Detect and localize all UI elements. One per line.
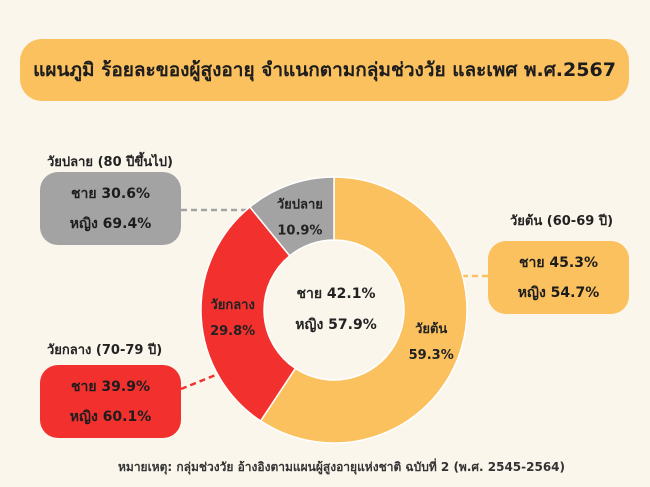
slice-value-label-late: 10.9%: [277, 223, 322, 238]
late-female-text: หญิง 69.4%: [69, 215, 152, 232]
late-gender-box: ชาย 30.6% หญิง 69.4%: [40, 172, 181, 245]
chart-title: แผนภูมิ ร้อยละของผู้สูงอายุ จำแนกตามกลุ่…: [20, 39, 629, 101]
donut-slice-early: [259, 176, 468, 444]
middle-gender-box: ชาย 39.9% หญิง 60.1%: [40, 365, 181, 438]
slice-value-label-middle: 29.8%: [210, 324, 255, 339]
early-male-text: ชาย 45.3%: [518, 254, 598, 271]
early-gender-box: ชาย 45.3% หญิง 54.7%: [488, 241, 629, 314]
slice-category-label-late: วัยปลาย: [277, 197, 323, 212]
slice-value-label-early: 59.3%: [409, 348, 454, 363]
slice-category-label-middle: วัยกลาง: [210, 298, 254, 313]
donut-slice-late: [248, 176, 335, 257]
early-female-text: หญิง 54.7%: [517, 284, 600, 301]
center-female-text: หญิง 57.9%: [295, 317, 376, 333]
late-group-label: วัยปลาย (80 ปีขึ้นไป): [47, 155, 173, 170]
footnote: หมายเหตุ: กลุ่มช่วงวัย อ้างอิงตามแผนผู้ส…: [118, 460, 566, 474]
middle-group-label: วัยกลาง (70-79 ปี): [47, 343, 163, 358]
donut-slice-middle: [200, 205, 297, 422]
middle-male-text: ชาย 39.9%: [70, 378, 150, 395]
slice-category-label-early: วัยต้น: [415, 321, 447, 337]
early-group-label: วัยต้น (60-69 ปี): [510, 214, 614, 229]
donut-slices: [200, 176, 468, 444]
slice-labels: วัยต้น 59.3% วัยกลาง 29.8% วัยปลาย 10.9%: [210, 197, 454, 363]
middle-female-text: หญิง 60.1%: [69, 408, 152, 425]
late-male-text: ชาย 30.6%: [70, 185, 150, 202]
center-labels: ชาย 42.1% หญิง 57.9%: [295, 286, 376, 333]
center-male-text: ชาย 42.1%: [296, 286, 375, 302]
